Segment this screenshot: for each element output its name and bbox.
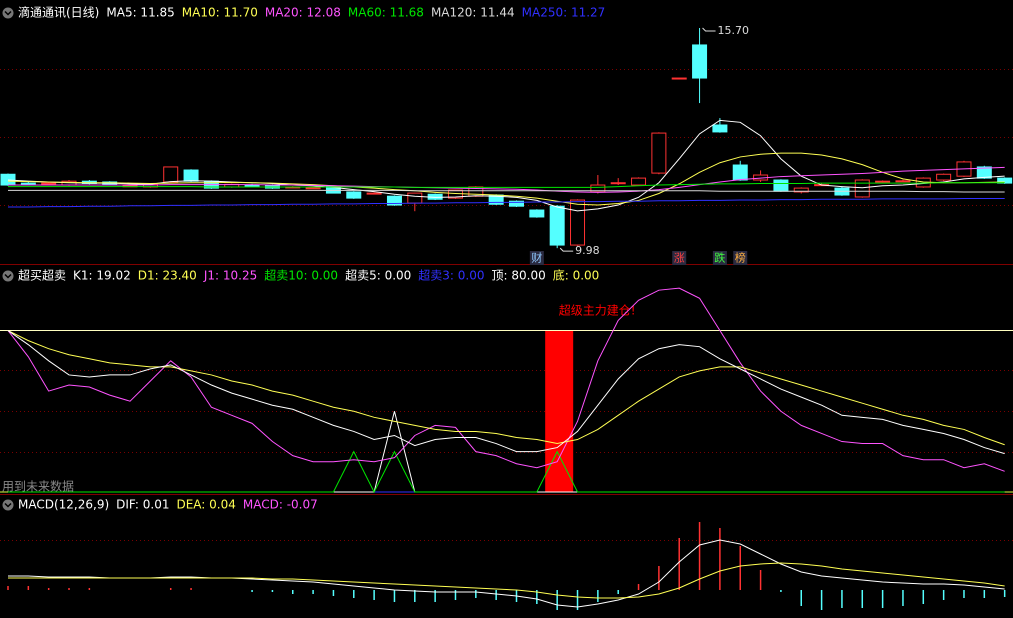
legend-entry: K1: 19.02 xyxy=(73,269,131,283)
candle-body xyxy=(407,192,423,204)
candle-body xyxy=(366,192,382,195)
ma-line xyxy=(7,119,1005,212)
ma-line xyxy=(8,189,1005,193)
event-marker[interactable]: 财 xyxy=(531,251,542,265)
event-marker-box[interactable] xyxy=(712,251,727,265)
candle-body xyxy=(163,166,179,183)
candle-body xyxy=(854,179,870,198)
legend-entry: D1: 23.40 xyxy=(138,269,197,283)
event-marker[interactable]: 涨 xyxy=(674,252,685,265)
candle-body xyxy=(549,205,565,246)
legend-entry: MA5: 11.85 xyxy=(106,6,174,20)
legend-entry: 超买超卖 xyxy=(18,268,66,283)
candle-body xyxy=(305,187,321,190)
panel-menu-chevron xyxy=(4,10,12,16)
legend-entry: MACD: -0.07 xyxy=(243,498,318,512)
legend-entry: MA250: 11.27 xyxy=(522,6,606,20)
indicator-line xyxy=(7,330,1005,446)
candle-body xyxy=(936,173,952,181)
candle-body xyxy=(183,169,199,182)
candle-body xyxy=(0,173,16,186)
legend-entry: MA120: 11.44 xyxy=(431,6,515,20)
panel-menu-icon[interactable] xyxy=(2,499,14,511)
legend-entry: MA20: 12.08 xyxy=(265,6,341,20)
legend-entry: 滴通通讯(日线) xyxy=(18,5,99,20)
candle-body xyxy=(895,180,911,183)
ma-line xyxy=(8,182,1005,188)
panel-note: 用到未来数据 xyxy=(2,479,74,494)
panel-menu-icon[interactable] xyxy=(2,270,14,282)
signal-label: 超级主力建仓! xyxy=(559,303,636,318)
candle-body xyxy=(712,124,728,133)
ma-line xyxy=(8,198,1005,208)
candle-body xyxy=(570,199,586,246)
legend-entry: 底: 0.00 xyxy=(553,268,600,283)
ma-line xyxy=(8,166,1005,193)
legend-entry: MA60: 11.68 xyxy=(348,6,424,20)
candle-body xyxy=(529,209,545,218)
indicator-line xyxy=(8,450,1005,494)
annotation-label: 9.98 xyxy=(575,244,600,257)
event-marker-box[interactable] xyxy=(529,251,544,265)
candle-body xyxy=(732,164,748,181)
legend-entry: MA10: 11.70 xyxy=(182,6,258,20)
legend-entry: DEA: 0.04 xyxy=(176,498,235,512)
candle-body xyxy=(773,179,789,192)
panel-menu-icon[interactable] xyxy=(2,7,14,19)
candle-body xyxy=(976,166,992,179)
event-marker[interactable]: 跌 xyxy=(714,251,725,265)
indicator-line xyxy=(7,330,1005,455)
candle-body xyxy=(610,182,626,185)
legend-entry: 超卖10: 0.00 xyxy=(264,268,338,283)
event-marker[interactable]: 榜 xyxy=(735,251,746,265)
candle-body xyxy=(509,200,524,207)
candle-body xyxy=(651,132,667,174)
event-marker-box[interactable] xyxy=(672,251,687,265)
macd-line xyxy=(8,562,1005,599)
candle-body xyxy=(41,182,57,185)
annotation-label: 15.70 xyxy=(718,24,750,37)
candle-body xyxy=(386,195,402,206)
candle-body xyxy=(631,177,647,186)
candle-body xyxy=(671,77,687,80)
legend-entry: 顶: 80.00 xyxy=(492,269,546,283)
legend-entry: 超卖5: 0.00 xyxy=(345,268,411,283)
legend-entry: J1: 10.25 xyxy=(203,269,257,283)
candle-body xyxy=(692,44,708,79)
annotation-arrow xyxy=(702,27,716,32)
legend-entry: 超卖3: 0.00 xyxy=(418,268,484,283)
ma-line xyxy=(7,152,1005,206)
candle-body xyxy=(346,191,362,199)
indicator-line xyxy=(8,411,1005,493)
event-marker-box[interactable] xyxy=(733,251,748,265)
panel-menu-chevron xyxy=(4,502,12,508)
legend-entry: DIF: 0.01 xyxy=(116,498,169,512)
legend-entry: MACD(12,26,9) xyxy=(18,498,109,512)
candle-body xyxy=(793,187,809,193)
panel-menu-chevron xyxy=(4,273,12,279)
candle-body xyxy=(20,182,36,185)
macd-line xyxy=(8,539,1005,608)
annotation-arrow xyxy=(559,247,574,252)
indicator-line xyxy=(7,287,1005,472)
candle-body xyxy=(875,180,891,183)
